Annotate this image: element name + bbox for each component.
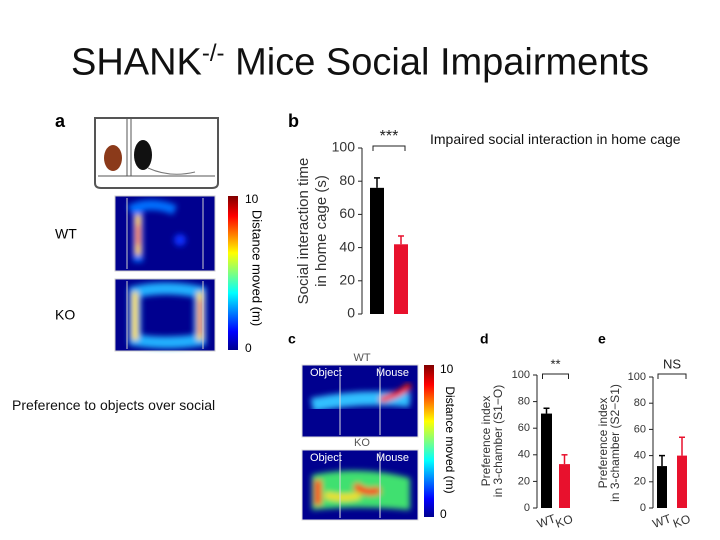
colorbar-max: 10 (245, 192, 259, 206)
y-tick-label: 20 (518, 475, 530, 487)
y-tick-label: 0 (347, 305, 355, 321)
y-axis-label: in 3-chamber (S1−O) (491, 385, 505, 497)
y-tick-label: 80 (339, 172, 355, 188)
row-label: WT (353, 352, 370, 364)
y-axis-label: Social interaction time (295, 158, 312, 305)
y-axis-label: in home cage (s) (313, 175, 330, 287)
row-label: WT (55, 226, 77, 242)
y-tick-label: 60 (634, 423, 646, 435)
cage-illustration (94, 117, 219, 189)
significance-label: NS (663, 356, 681, 371)
y-axis-label: Preference index (479, 396, 493, 487)
slide-title: SHANK-/- Mice Social Impairments (0, 40, 720, 85)
significance-bracket (657, 373, 687, 379)
y-tick-label: 40 (518, 449, 530, 461)
x-tick-label: WT (651, 511, 674, 531)
bar (559, 464, 570, 508)
arena-label: Mouse (376, 367, 409, 379)
y-tick-label: 80 (634, 397, 646, 409)
significance-bracket (372, 145, 406, 151)
y-tick-label: 80 (518, 396, 530, 408)
y-tick-label: 60 (339, 205, 355, 221)
colorbar-label: Distance moved (m) (443, 386, 457, 493)
caption: Preference to objects over social (12, 397, 216, 413)
y-tick-label: 40 (634, 450, 646, 462)
bar (541, 413, 552, 508)
caption: Impaired social interaction in home cage (430, 131, 681, 147)
y-tick-label: 40 (339, 238, 355, 254)
title-text: SHANK (70, 41, 202, 84)
bar (657, 466, 667, 508)
y-tick-label: 20 (339, 272, 355, 288)
y-tick-label: 100 (332, 139, 356, 155)
arena-label: Object (310, 367, 342, 379)
x-tick-label: KO (671, 512, 692, 531)
y-axis-label: Preference index (596, 398, 610, 489)
heatmap (114, 195, 216, 272)
y-tick-label: 100 (628, 371, 646, 383)
title-superscript: -/- (201, 40, 225, 67)
panel-label: e (598, 331, 606, 347)
y-tick-label: 0 (524, 502, 530, 514)
y-axis-label: in 3-chamber (S2−S1) (608, 384, 622, 502)
colorbar-min: 0 (440, 507, 447, 521)
colorbar (228, 196, 238, 350)
y-tick-label: 0 (640, 502, 646, 514)
significance-label: *** (380, 128, 399, 145)
colorbar-max: 10 (440, 362, 454, 376)
heatmap (114, 278, 216, 352)
panel-label: c (288, 331, 296, 347)
y-tick-label: 20 (634, 476, 646, 488)
colorbar (424, 365, 434, 517)
significance-label: ** (550, 356, 560, 371)
arena-label: Object (310, 452, 342, 464)
x-tick-label: WT (535, 511, 558, 531)
heatmap (301, 364, 419, 438)
y-tick-label: 100 (512, 369, 530, 381)
panel-label: a (55, 111, 66, 131)
bar (677, 455, 687, 508)
bar (394, 244, 408, 314)
x-tick-label: KO (554, 512, 575, 531)
y-tick-label: 60 (518, 422, 530, 434)
heatmap (301, 449, 419, 521)
bar (370, 187, 384, 314)
significance-bracket (542, 373, 569, 379)
colorbar-label: Distance moved (m) (250, 210, 265, 326)
title-text: Mice Social Impairments (224, 41, 650, 84)
row-label: KO (55, 307, 75, 323)
row-label: KO (354, 437, 370, 449)
panel-label: d (480, 331, 489, 347)
colorbar-min: 0 (245, 341, 252, 355)
panel-label: b (288, 111, 299, 131)
arena-label: Mouse (376, 452, 409, 464)
